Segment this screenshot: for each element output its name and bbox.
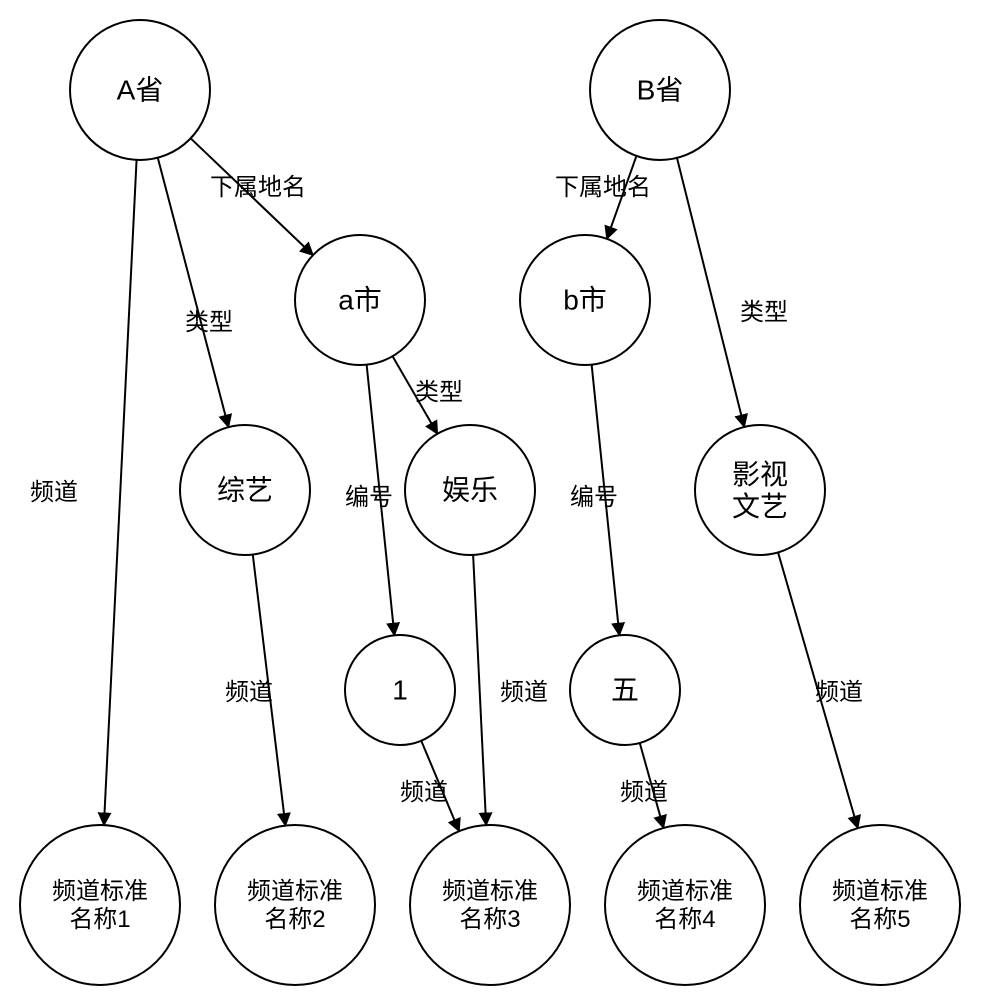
nodes-layer: A省B省a市b市综艺娱乐影视文艺1五频道标准名称1频道标准名称2频道标准名称3频… [20,20,960,985]
node-yingshi: 影视文艺 [695,425,825,555]
node-ch2: 频道标准名称2 [215,825,375,985]
node-label: b市 [563,285,607,316]
edge-label: 频道 [620,779,668,806]
edge: 编号 [570,365,619,636]
node-num1: 1 [345,635,455,745]
node-yule: 娱乐 [405,425,535,555]
edge-label: 频道 [400,779,448,806]
node-a_prov: A省 [70,20,210,160]
edge: 频道 [620,743,668,828]
edge-label: 类型 [415,379,463,406]
node-ch1: 频道标准名称1 [20,825,180,985]
edge-label: 类型 [185,309,233,336]
node-label: 1 [392,675,408,706]
node-label: 影视文艺 [732,459,788,522]
node-label: 综艺 [217,475,273,506]
node-ch5: 频道标准名称5 [800,825,960,985]
edge: 下属地名 [191,138,313,255]
node-label: 五 [611,675,639,706]
edge-label: 编号 [345,484,393,511]
node-a_city: a市 [295,235,425,365]
edge-label: 频道 [30,479,78,506]
edge-label: 下属地名 [555,174,651,201]
node-label: 娱乐 [442,475,498,506]
edge: 类型 [677,158,788,427]
edge: 下属地名 [555,156,651,239]
node-label: A省 [117,75,164,106]
edge: 频道 [225,555,285,826]
edge: 类型 [393,356,463,433]
node-label: B省 [637,75,684,106]
edge: 频道 [400,741,459,831]
edge: 频道 [778,552,863,828]
edge: 编号 [345,365,394,636]
diagram-canvas: 下属地名下属地名类型类型类型编号编号频道频道频道频道频道频道A省B省a市b市综艺… [0,0,982,1000]
node-ch3: 频道标准名称3 [410,825,570,985]
edge-label: 频道 [500,679,548,706]
edge-label: 类型 [740,299,788,326]
edge-label: 频道 [225,679,273,706]
node-b_prov: B省 [590,20,730,160]
node-zongyi: 综艺 [180,425,310,555]
node-label: a市 [338,285,382,316]
node-b_city: b市 [520,235,650,365]
edge: 频道 [30,160,137,825]
edge: 频道 [473,555,548,825]
edge-label: 下属地名 [210,174,306,201]
node-ch4: 频道标准名称4 [605,825,765,985]
edge-label: 编号 [570,484,618,511]
node-wu: 五 [570,635,680,745]
edge-label: 频道 [815,679,863,706]
